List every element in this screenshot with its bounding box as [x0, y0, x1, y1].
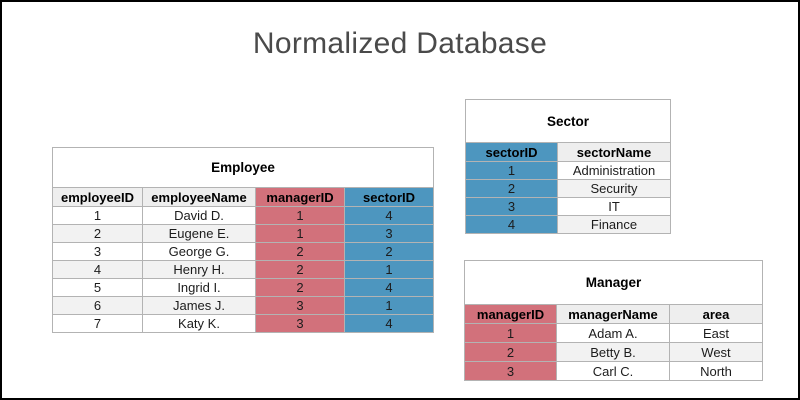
employee-cell-employeeID-r4: 4 — [52, 260, 143, 279]
employee-cell-managerID-r2: 1 — [255, 224, 345, 243]
sector-row-1: 1 Administration — [465, 161, 671, 180]
employee-column-header-employeeName: employeeName — [142, 187, 256, 207]
employee-column-header-managerID: managerID — [255, 187, 345, 207]
employee-table: Employee employeeID employeeName managerID s… — [52, 147, 434, 333]
employee-cell-managerID-r4: 2 — [255, 260, 345, 279]
manager-cell-managerID-r1: 1 — [464, 323, 557, 343]
sector-column-header-sectorName: sectorName — [557, 142, 671, 162]
sector-row-3: 3 IT — [465, 197, 671, 216]
manager-row-1: 1 Adam A. East — [464, 323, 763, 343]
sector-cell-sectorID-r4: 4 — [465, 215, 558, 234]
employee-row-1: 1 David D. 1 4 — [52, 206, 434, 225]
manager-cell-managerID-r2: 2 — [464, 342, 557, 362]
employee-header-row: employeeID employeeName managerID sectorID — [52, 187, 434, 207]
manager-cell-managerName-r1: Adam A. — [556, 323, 670, 343]
employee-row-5: 5 Ingrid I. 2 4 — [52, 278, 434, 297]
sector-column-header-sectorID: sectorID — [465, 142, 558, 162]
sector-cell-sectorID-r3: 3 — [465, 197, 558, 216]
sector-cell-sectorID-r1: 1 — [465, 161, 558, 180]
manager-column-header-area: area — [669, 304, 763, 324]
page-title: Normalized Database — [252, 27, 548, 60]
employee-row-4: 4 Henry H. 2 1 — [52, 260, 434, 279]
manager-cell-managerID-r3: 3 — [464, 361, 557, 381]
employee-cell-employeeID-r2: 2 — [52, 224, 143, 243]
employee-row-2: 2 Eugene E. 1 3 — [52, 224, 434, 243]
manager-cell-area-r2: West — [669, 342, 763, 362]
sector-header-row: sectorID sectorName — [465, 142, 671, 162]
employee-column-header-sectorID: sectorID — [344, 187, 434, 207]
manager-cell-managerName-r2: Betty B. — [556, 342, 670, 362]
employee-table-title: Employee — [52, 147, 434, 188]
manager-header-row: managerID managerName area — [464, 304, 763, 324]
manager-table-title: Manager — [464, 260, 763, 305]
employee-cell-managerID-r3: 2 — [255, 242, 345, 261]
employee-cell-employeeID-r5: 5 — [52, 278, 143, 297]
manager-table: Manager managerID managerName area 1 Adam A. E… — [464, 260, 763, 381]
sector-grid: Sector sectorID sectorName 1 Administration 2… — [465, 99, 671, 234]
sector-row-2: 2 Security — [465, 179, 671, 198]
employee-cell-employeeID-r3: 3 — [52, 242, 143, 261]
employee-row-3: 3 George G. 2 2 — [52, 242, 434, 261]
employee-cell-sectorID-r1: 4 — [344, 206, 434, 225]
employee-cell-managerID-r6: 3 — [255, 296, 345, 315]
sector-table-title: Sector — [465, 99, 671, 143]
employee-cell-sectorID-r7: 4 — [344, 314, 434, 333]
employee-cell-employeeID-r6: 6 — [52, 296, 143, 315]
sector-cell-sectorName-r1: Administration — [557, 161, 671, 180]
sector-cell-sectorName-r3: IT — [557, 197, 671, 216]
employee-cell-employeeName-r6: James J. — [142, 296, 256, 315]
employee-cell-managerID-r5: 2 — [255, 278, 345, 297]
employee-grid: Employee employeeID employeeName managerID s… — [52, 147, 434, 333]
employee-cell-employeeID-r1: 1 — [52, 206, 143, 225]
sector-table: Sector sectorID sectorName 1 Administration 2… — [465, 99, 671, 234]
sector-cell-sectorName-r2: Security — [557, 179, 671, 198]
manager-row-2: 2 Betty B. West — [464, 342, 763, 362]
sector-cell-sectorName-r4: Finance — [557, 215, 671, 234]
manager-cell-area-r3: North — [669, 361, 763, 381]
employee-cell-employeeName-r1: David D. — [142, 206, 256, 225]
sector-row-4: 4 Finance — [465, 215, 671, 234]
employee-cell-sectorID-r2: 3 — [344, 224, 434, 243]
employee-cell-sectorID-r4: 1 — [344, 260, 434, 279]
employee-cell-sectorID-r5: 4 — [344, 278, 434, 297]
employee-cell-employeeName-r4: Henry H. — [142, 260, 256, 279]
employee-cell-employeeID-r7: 7 — [52, 314, 143, 333]
employee-cell-employeeName-r3: George G. — [142, 242, 256, 261]
employee-row-7: 7 Katy K. 3 4 — [52, 314, 434, 333]
employee-row-6: 6 James J. 3 1 — [52, 296, 434, 315]
employee-cell-managerID-r1: 1 — [255, 206, 345, 225]
manager-cell-area-r1: East — [669, 323, 763, 343]
employee-cell-sectorID-r6: 1 — [344, 296, 434, 315]
manager-column-header-managerID: managerID — [464, 304, 557, 324]
manager-row-3: 3 Carl C. North — [464, 361, 763, 381]
employee-cell-employeeName-r5: Ingrid I. — [142, 278, 256, 297]
sector-cell-sectorID-r2: 2 — [465, 179, 558, 198]
employee-cell-employeeName-r7: Katy K. — [142, 314, 256, 333]
manager-cell-managerName-r3: Carl C. — [556, 361, 670, 381]
employee-column-header-employeeID: employeeID — [52, 187, 143, 207]
manager-grid: Manager managerID managerName area 1 Adam A. E… — [464, 260, 763, 381]
employee-cell-managerID-r7: 3 — [255, 314, 345, 333]
employee-cell-employeeName-r2: Eugene E. — [142, 224, 256, 243]
manager-column-header-managerName: managerName — [556, 304, 670, 324]
employee-cell-sectorID-r3: 2 — [344, 242, 434, 261]
